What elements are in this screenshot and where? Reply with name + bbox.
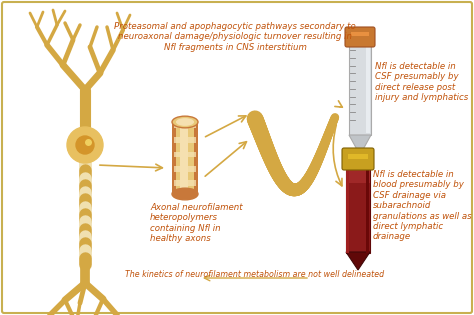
Text: The kinetics of neurofilament metabolism are not well delineated: The kinetics of neurofilament metabolism… xyxy=(126,270,384,279)
Bar xyxy=(351,32,369,36)
Ellipse shape xyxy=(172,116,198,128)
Bar xyxy=(174,137,196,143)
Bar xyxy=(174,180,196,186)
Text: Proteasomal and apophagocytic pathways secondary to
neuroaxonal damage/physiolog: Proteasomal and apophagocytic pathways s… xyxy=(114,22,356,52)
Bar xyxy=(172,122,198,194)
Bar xyxy=(174,166,196,172)
Bar xyxy=(366,168,369,253)
Bar xyxy=(346,168,370,253)
Bar xyxy=(349,45,371,135)
FancyBboxPatch shape xyxy=(342,148,374,170)
Text: Nfl is detectable in
blood presumably by
CSF drainage via
subarachnoid
granulati: Nfl is detectable in blood presumably by… xyxy=(373,170,472,241)
Ellipse shape xyxy=(176,118,194,126)
FancyBboxPatch shape xyxy=(345,27,375,47)
Text: Nfl is detectable in
CSF presumably by
direct release post
injury and lymphatics: Nfl is detectable in CSF presumably by d… xyxy=(375,62,468,102)
Polygon shape xyxy=(346,252,370,270)
Bar xyxy=(174,152,196,157)
Bar xyxy=(366,47,370,133)
Bar xyxy=(176,122,194,194)
FancyBboxPatch shape xyxy=(2,2,472,313)
Circle shape xyxy=(67,127,103,163)
Bar xyxy=(174,123,196,129)
Polygon shape xyxy=(349,135,371,155)
Ellipse shape xyxy=(172,188,198,200)
Bar xyxy=(346,168,370,183)
Text: Axonal neurofilament
heteropolymers
containing Nfl in
healthy axons: Axonal neurofilament heteropolymers cont… xyxy=(150,203,243,243)
Circle shape xyxy=(76,136,94,154)
Bar xyxy=(348,154,368,159)
Bar xyxy=(346,168,349,253)
Bar xyxy=(180,122,188,194)
